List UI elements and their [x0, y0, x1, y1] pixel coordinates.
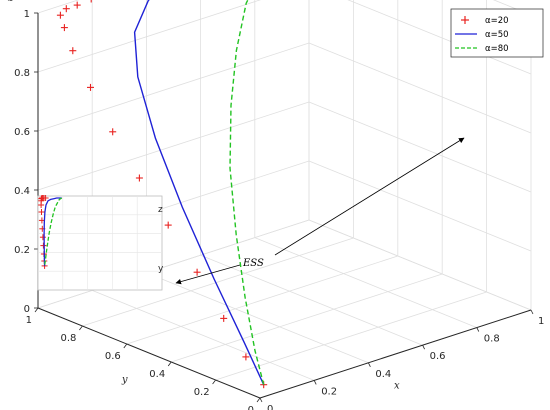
inset-frame [37, 195, 163, 291]
x-tick-mark [530, 309, 534, 315]
x-tick-label: 0.8 [484, 334, 500, 345]
y-tick-label: 0 [248, 405, 254, 410]
legend-entry: α=20 [461, 16, 509, 26]
z-tick-label: 0.2 [14, 245, 30, 256]
y-tick-label: 0.8 [60, 333, 76, 344]
series-alpha-20-marker [109, 128, 117, 136]
x-tick-label: 0.6 [430, 351, 446, 362]
ess-inset: zy [37, 195, 164, 291]
back-wall-grid-line [37, 219, 310, 309]
legend-label: α=80 [485, 44, 509, 54]
x-tick-mark [476, 327, 480, 332]
y-axis-line [37, 307, 261, 399]
series-alpha-20-marker [220, 314, 228, 322]
x-tick-mark [368, 362, 371, 367]
ess-annotation: ESS [242, 258, 264, 269]
y-tick-label: 0.6 [105, 351, 121, 362]
series-alpha-20-marker [56, 11, 64, 19]
side-wall-grid-line [308, 160, 532, 252]
z-tick-label: 0.4 [14, 186, 30, 197]
floor-grid-line [92, 290, 315, 381]
side-wall-grid-line [308, 101, 532, 193]
series-alpha-20-marker [62, 5, 70, 13]
y-tick-label: 0.2 [194, 387, 210, 398]
y-tick-mark [34, 307, 39, 313]
z-tick-label: 0.8 [14, 68, 30, 79]
x-tick-mark [313, 380, 317, 385]
z-tick-label: 1 [24, 9, 30, 20]
x-axis-label: x [394, 380, 400, 391]
inset-marker [39, 234, 46, 241]
back-wall-grid-line [37, 0, 262, 73]
axes [34, 12, 534, 403]
legend-label: α=20 [485, 16, 509, 26]
x-tick-mark [259, 397, 263, 403]
x-tick-mark [422, 345, 425, 350]
series-alpha-50-line [133, 0, 265, 385]
legend: α=20 α=50 α=80 [450, 8, 544, 58]
y-tick-mark [123, 343, 128, 349]
legend-box [450, 8, 544, 58]
ess-arrow-left [175, 264, 241, 285]
inset-marker [40, 242, 47, 249]
back-wall-grid-line [37, 0, 80, 14]
side-wall-grid-line [308, 42, 532, 134]
x-axis-line [259, 309, 532, 399]
x-tick-label: 0.2 [321, 386, 337, 397]
legend-entry: α=80 [455, 44, 509, 54]
x-tick-label: 0 [267, 404, 273, 410]
series-alpha-20-marker [90, 0, 92, 3]
z-tick-label: 0.6 [14, 127, 30, 138]
y-tick-mark [256, 397, 261, 403]
floor-grid-line [254, 237, 477, 328]
series-alpha-20-marker [135, 174, 143, 182]
ess-arrow-right [274, 137, 465, 256]
x-tick-label: 1 [538, 316, 544, 327]
inset-z-label: z [158, 205, 163, 215]
y-tick-label: 1 [26, 315, 32, 326]
series-alpha-20-marker [60, 24, 68, 32]
y-tick-label: 0.4 [149, 369, 165, 380]
y-tick-mark [79, 325, 83, 331]
annotations: ESS [175, 137, 465, 285]
floor-grid-line [171, 273, 443, 363]
inset-y-label: y [158, 264, 164, 274]
floor-grid-line [200, 254, 423, 346]
floor-grid-line [126, 255, 398, 345]
series [56, 0, 268, 389]
series-alpha-80-line [229, 0, 265, 385]
legend-entry: α=50 [455, 30, 509, 40]
inset-series-line [43, 197, 63, 266]
back-wall-grid-line [37, 101, 310, 191]
z-tick-label: 0 [24, 304, 30, 315]
floor-grid-line [82, 237, 354, 327]
series-alpha-20-marker [87, 83, 94, 91]
series-alpha-20 [56, 0, 268, 389]
inset-series-line [43, 197, 62, 266]
side-wall-grid-line [308, 219, 532, 311]
series-alpha-20-marker [164, 221, 172, 229]
y-tick-mark [212, 379, 216, 385]
z-axis-label: z [7, 0, 14, 4]
x-tick-label: 0.4 [375, 369, 391, 380]
floor-grid-line [215, 291, 487, 381]
legend-label: α=50 [485, 30, 509, 40]
series-alpha-20-marker [73, 1, 81, 9]
side-wall-grid-line [347, 0, 532, 75]
floor-grid-line [146, 272, 369, 364]
series-alpha-20-marker [193, 268, 201, 276]
series-alpha-20-marker [242, 353, 250, 361]
inset-marker [38, 195, 45, 201]
inset-marker [38, 202, 45, 208]
series-alpha-20-marker [69, 47, 77, 55]
tick-labels: 00.20.40.60.8100.20.40.60.8100.20.40.60.… [7, 0, 544, 410]
y-axis-label: y [121, 375, 128, 386]
back-wall-grid-line [37, 42, 310, 132]
y-tick-mark [167, 361, 172, 367]
inset-marker [38, 209, 45, 215]
